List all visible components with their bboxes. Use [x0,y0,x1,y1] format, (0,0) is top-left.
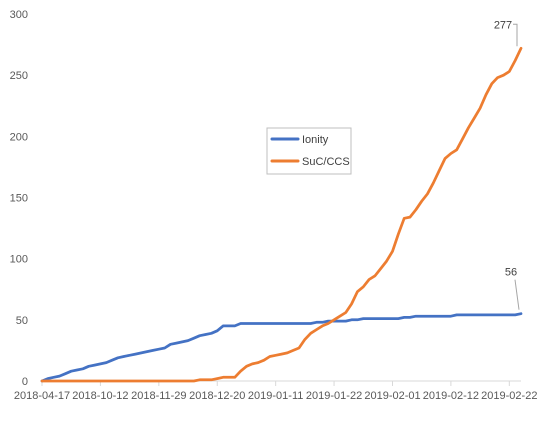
labels-layer: 56 277 [494,19,520,310]
x-tick-label: 2018-04-17 [14,390,70,402]
y-tick-label: 0 [22,376,28,388]
leader-line-suc-ccs [513,23,518,47]
x-tick-label: 2019-01-11 [248,390,303,402]
leader-line-ionity [514,279,520,310]
x-tick-label: 2019-02-12 [423,390,479,402]
x-tick-label: 2019-02-01 [364,390,420,402]
y-tick-label: 250 [10,70,28,82]
legend-label-ionity: Ionity [302,134,329,146]
x-tick-label: 2019-02-22 [481,390,537,402]
x-tick-label: 2018-12-20 [189,390,245,402]
series-line-suc-ccs [40,46,523,383]
legend: Ionity SuC/CCS [266,127,352,175]
series-layer [40,46,523,383]
y-tick-label: 300 [10,9,28,21]
y-tick-label: 200 [10,131,28,143]
x-tick-label: 2019-01-22 [306,390,362,402]
x-tick-label: 2018-11-29 [131,390,186,402]
legend-box [266,127,352,175]
end-value-label: 56 [505,267,517,279]
x-tick-label: 2018-10-12 [72,390,128,402]
y-tick-label: 100 [10,254,28,266]
y-tick-label: 150 [10,193,28,205]
y-tick-label: 50 [16,315,28,327]
end-value-label: 277 [494,19,512,31]
series-line-ionity [40,312,523,383]
legend-label-suc-ccs: SuC/CCS [302,156,350,168]
